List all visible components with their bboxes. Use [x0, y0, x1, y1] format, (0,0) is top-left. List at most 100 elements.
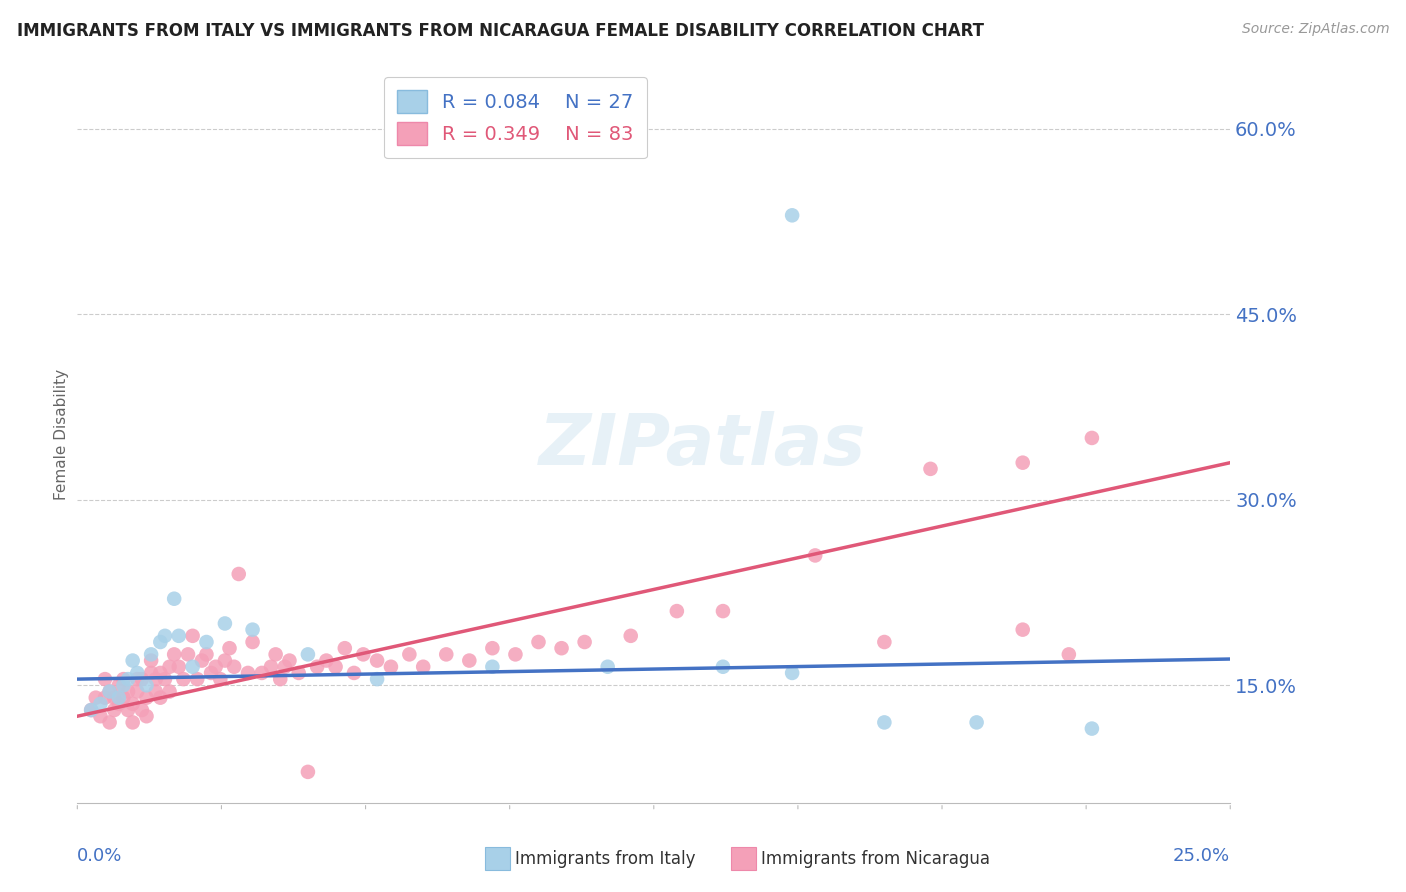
Point [145, 672, 167, 686]
Point [89, 709, 111, 723]
Point [177, 648, 200, 662]
Y-axis label: Female Disability: Female Disability [53, 369, 69, 500]
Point [112, 672, 135, 686]
Point [278, 654, 301, 668]
Point [250, 665, 273, 680]
Point [780, 665, 803, 680]
Point [135, 678, 157, 692]
Point [260, 659, 283, 673]
Point [920, 462, 942, 476]
Point [80, 703, 103, 717]
Point [131, 703, 153, 717]
Point [108, 678, 131, 692]
Point [163, 591, 186, 606]
Point [89, 697, 111, 711]
Point [108, 697, 131, 711]
Point [550, 641, 572, 656]
Point [1081, 722, 1104, 736]
Point [117, 684, 139, 698]
Point [297, 648, 319, 662]
Point [112, 678, 135, 692]
Point [172, 672, 194, 686]
Point [94, 690, 117, 705]
Point [98, 684, 121, 698]
Point [139, 654, 162, 668]
Point [127, 672, 149, 686]
Point [873, 635, 896, 649]
Point [274, 659, 297, 673]
Point [574, 635, 596, 649]
Point [103, 703, 125, 717]
Point [214, 616, 236, 631]
Text: Immigrants from Nicaragua: Immigrants from Nicaragua [761, 850, 990, 868]
Point [297, 764, 319, 779]
Point [224, 659, 246, 673]
Point [159, 684, 181, 698]
Point [159, 659, 181, 673]
Point [780, 208, 803, 222]
Point [352, 648, 374, 662]
Point [149, 665, 172, 680]
Point [163, 648, 186, 662]
Point [665, 604, 688, 618]
Point [242, 623, 264, 637]
Text: IMMIGRANTS FROM ITALY VS IMMIGRANTS FROM NICARAGUA FEMALE DISABILITY CORRELATION: IMMIGRANTS FROM ITALY VS IMMIGRANTS FROM… [17, 22, 984, 40]
Point [307, 659, 329, 673]
Point [366, 672, 388, 686]
Point [434, 648, 457, 662]
Point [481, 641, 503, 656]
Point [236, 665, 259, 680]
Point [153, 672, 176, 686]
Text: Immigrants from Italy: Immigrants from Italy [515, 850, 695, 868]
Text: ZIPatlas: ZIPatlas [540, 411, 866, 481]
Point [200, 665, 222, 680]
Text: 25.0%: 25.0% [1173, 847, 1230, 865]
Point [209, 672, 232, 686]
Point [269, 672, 291, 686]
Point [380, 659, 402, 673]
Point [620, 629, 643, 643]
Point [103, 690, 125, 705]
Point [127, 684, 149, 698]
Text: Source: ZipAtlas.com: Source: ZipAtlas.com [1241, 22, 1389, 37]
Point [121, 697, 143, 711]
Point [398, 648, 420, 662]
Point [481, 659, 503, 673]
Point [333, 641, 356, 656]
Point [135, 690, 157, 705]
Point [127, 665, 149, 680]
Point [505, 648, 527, 662]
Point [1057, 648, 1080, 662]
Point [145, 684, 167, 698]
Point [214, 654, 236, 668]
Point [149, 635, 172, 649]
Point [966, 715, 988, 730]
Point [181, 659, 204, 673]
Point [112, 690, 135, 705]
Point [121, 715, 143, 730]
Point [98, 684, 121, 698]
Point [181, 629, 204, 643]
Point [135, 709, 157, 723]
Point [315, 654, 337, 668]
Point [195, 648, 218, 662]
Point [167, 629, 190, 643]
Point [711, 659, 734, 673]
Point [80, 703, 103, 717]
Point [139, 665, 162, 680]
Point [117, 703, 139, 717]
Point [121, 654, 143, 668]
Point [218, 641, 240, 656]
Point [1011, 456, 1033, 470]
Point [153, 629, 176, 643]
Point [804, 549, 827, 563]
Point [711, 604, 734, 618]
Point [412, 659, 434, 673]
Point [195, 635, 218, 649]
Point [458, 654, 481, 668]
Point [139, 648, 162, 662]
Point [94, 672, 117, 686]
Point [873, 715, 896, 730]
Point [242, 635, 264, 649]
Point [186, 672, 208, 686]
